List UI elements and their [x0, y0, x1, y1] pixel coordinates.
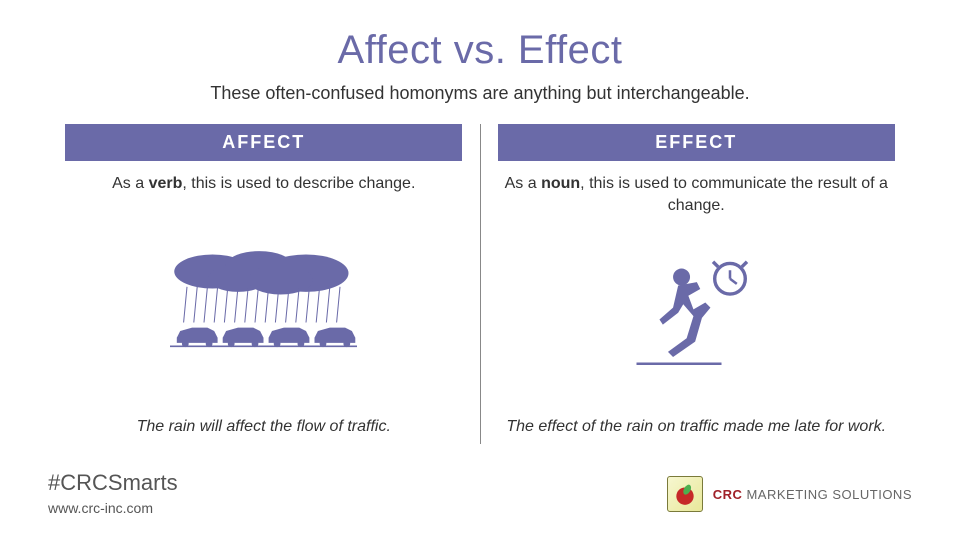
- infographic-page: Affect vs. Effect These often-confused h…: [0, 0, 960, 540]
- effect-def-suffix: , this is used to communicate the result…: [580, 175, 888, 214]
- effect-definition: As a noun, this is used to communicate t…: [498, 173, 895, 218]
- website-url: www.crc-inc.com: [48, 500, 178, 516]
- crc-logo: CRC MARKETING SOLUTIONS: [667, 476, 912, 512]
- affect-header: AFFECT: [65, 124, 462, 161]
- rain-traffic-illustration: [48, 195, 480, 416]
- page-subtitle: These often-confused homonyms are anythi…: [48, 83, 912, 104]
- affect-def-bold: verb: [149, 175, 183, 192]
- rain-traffic-icon: [136, 246, 391, 365]
- logo-rest: MARKETING SOLUTIONS: [742, 487, 912, 502]
- page-title: Affect vs. Effect: [48, 28, 912, 73]
- affect-definition: As a verb, this is used to describe chan…: [65, 173, 462, 195]
- affect-def-prefix: As a: [112, 175, 148, 192]
- effect-def-bold: noun: [541, 175, 580, 192]
- effect-column: EFFECT As a noun, this is used to commun…: [481, 124, 913, 444]
- affect-column: AFFECT As a verb, this is used to descri…: [48, 124, 480, 444]
- logo-crc: CRC: [713, 487, 743, 502]
- affect-example: The rain will affect the flow of traffic…: [65, 416, 462, 438]
- crc-logo-mark: [667, 476, 703, 512]
- affect-def-suffix: , this is used to describe change.: [182, 175, 415, 192]
- apple-icon: [672, 481, 698, 507]
- crc-logo-text: CRC MARKETING SOLUTIONS: [713, 487, 912, 502]
- running-late-illustration: [481, 218, 913, 417]
- footer: #CRCSmarts www.crc-inc.com: [48, 470, 178, 516]
- comparison-columns: AFFECT As a verb, this is used to descri…: [48, 124, 912, 444]
- hashtag: #CRCSmarts: [48, 470, 178, 496]
- effect-example: The effect of the rain on traffic made m…: [498, 416, 895, 438]
- effect-header: EFFECT: [498, 124, 895, 161]
- running-late-icon: [611, 253, 781, 381]
- effect-def-prefix: As a: [505, 175, 541, 192]
